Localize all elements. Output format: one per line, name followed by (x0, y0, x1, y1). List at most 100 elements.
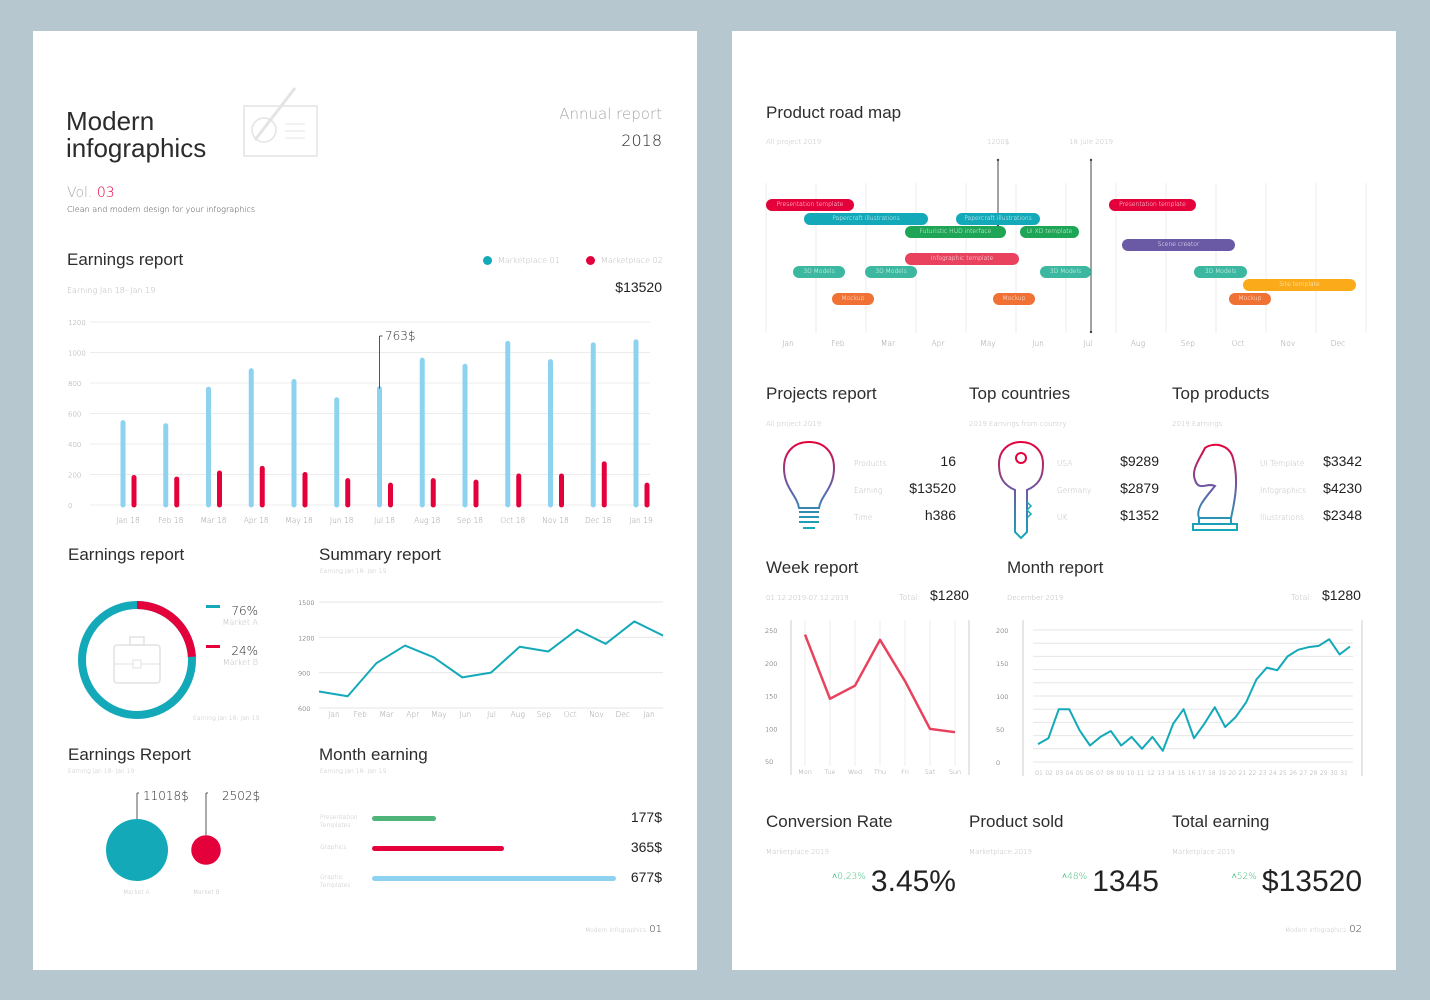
roadmap-bar[interactable]: 3D Models (793, 266, 845, 278)
roadmap-bar[interactable]: 3D Models (1040, 266, 1091, 278)
x-tick-label: 11 (1137, 770, 1145, 777)
x-tick-label: Jun (459, 710, 471, 719)
y-tick-label: 400 (68, 441, 81, 449)
x-tick-label: 04 (1066, 770, 1074, 777)
kpi-value-group: ˄48% 1345 (1062, 865, 1159, 899)
x-tick-label: Nov (589, 710, 604, 719)
page-1 (33, 31, 697, 970)
up-arrow-icon: ˄ (1231, 872, 1237, 882)
bar-value: 677$ (630, 869, 662, 885)
roadmap-marker-amount: 1200$ (987, 138, 1010, 146)
y-tick-label: 800 (68, 380, 81, 388)
roadmap-bar[interactable]: Mockup (1229, 293, 1271, 305)
x-tick-label: 12 (1147, 770, 1155, 777)
x-tick-label: 26 (1289, 770, 1297, 777)
marker-dot (1089, 158, 1093, 162)
earnings-total: $13520 (615, 279, 662, 295)
x-tick-label: Wed (848, 768, 862, 776)
market-a-legend: 76% Market A (206, 604, 258, 627)
x-tick-label: 05 (1076, 770, 1084, 777)
roadmap-bar[interactable]: Scene creator (1122, 239, 1235, 251)
roadmap-bar[interactable]: 3D Models (1194, 266, 1247, 278)
x-tick-label: Feb (354, 710, 368, 719)
month-label: Jun (1032, 339, 1044, 348)
roadmap-bar[interactable]: Site template (1243, 279, 1356, 291)
bar-annotation: 763$ (385, 329, 416, 343)
month-label: Aug (1131, 339, 1145, 348)
x-tick-label: 10 (1127, 770, 1135, 777)
month-label: Oct (1232, 339, 1245, 348)
x-tick-label: 02 (1045, 770, 1053, 777)
stat-value: $1352 (1120, 507, 1159, 523)
market-b-value: 2502$ (222, 789, 261, 803)
roadmap-bar[interactable]: Presentation template (1109, 199, 1196, 211)
roadmap-bar[interactable]: Presentation template (766, 199, 854, 211)
month-earning-title: Month earning (319, 745, 428, 764)
chess-knight-icon (1192, 443, 1238, 531)
summary-title: Summary report (319, 545, 441, 564)
donut-subtitle: Earning Jan 18- Jan 19 (193, 715, 260, 722)
y-tick-label: 50 (996, 726, 1004, 734)
kpi-change: ˄0,23% (831, 872, 866, 882)
x-tick-label: Apr 18 (244, 516, 269, 525)
roadmap-bar[interactable]: Mockup (832, 293, 874, 305)
y-tick-label: 600 (68, 411, 81, 419)
x-tick-label: Jul 18 (374, 516, 395, 525)
month-label: Mar (881, 339, 896, 348)
x-tick-label: 27 (1300, 770, 1308, 777)
kpi-value: $13520 (1261, 865, 1362, 898)
x-tick-label: Jan 18 (116, 516, 140, 525)
roadmap-bar[interactable]: 3D Models (865, 266, 917, 278)
stat-label: UI Template (1260, 459, 1305, 468)
products-title: Top products (1172, 384, 1270, 403)
x-tick-label: 09 (1117, 770, 1125, 777)
month-label: Dec (1331, 339, 1346, 348)
earnings-report-subtitle: Earning Jan 18- Jan 19 (67, 286, 156, 295)
stat-label: Illustrations (1260, 513, 1304, 522)
key-icon (997, 440, 1045, 540)
market-a-label: Market A (123, 889, 150, 896)
legend-swatch (206, 605, 220, 608)
roadmap-bar[interactable]: Mockup (993, 293, 1035, 305)
products-subtitle: 2019 Earnings (1172, 420, 1223, 428)
summary-subtitle: Earning Jan 18- Jan 19 (320, 568, 387, 575)
y-tick-label: 1200 (68, 319, 86, 327)
y-tick-label: 600 (298, 705, 310, 713)
y-tick-label: 150 (765, 693, 777, 701)
x-tick-label: 25 (1279, 770, 1287, 777)
x-tick-label: 23 (1259, 770, 1267, 777)
month-report-subtitle: December 2019 (1007, 594, 1064, 602)
roadmap-bar[interactable]: Infographic template (905, 253, 1019, 265)
roadmap-bar[interactable]: Futuristic HUD interface (905, 226, 1006, 238)
stat-label: Time (854, 513, 873, 522)
page-title: Modern infographics (66, 106, 207, 163)
roadmap-bar[interactable]: Papercraft illustrations (804, 213, 928, 225)
projects-title: Projects report (766, 384, 877, 403)
x-tick-label: 16 (1188, 770, 1196, 777)
y-tick-label: 1000 (68, 350, 86, 358)
x-tick-label: 20 (1228, 770, 1236, 777)
x-tick-label: Thu (874, 768, 886, 776)
bubble-title: Earnings Report (68, 745, 191, 764)
x-tick-label: Aug (511, 710, 525, 719)
marker-dot (1089, 330, 1093, 334)
roadmap-bar[interactable]: Ui XD template (1020, 226, 1079, 238)
x-tick-label: 03 (1056, 770, 1064, 777)
x-tick-label: 14 (1167, 770, 1175, 777)
volume: Vol. 03 (67, 185, 115, 201)
month-label: May (980, 339, 996, 348)
kpi-subtitle: Marketplace 2019 (766, 848, 829, 856)
kpi-value: 3.45% (870, 865, 956, 898)
x-tick-label: 19 (1218, 770, 1226, 777)
legend-swatch (206, 645, 220, 648)
stat-label: Infographics (1260, 486, 1307, 495)
roadmap-bar[interactable]: Papercraft illustrations (956, 213, 1040, 225)
x-tick-label: 24 (1269, 770, 1277, 777)
bubble-subtitle: Earning Jan 18- Jan 19 (68, 768, 135, 775)
stat-label: Earning (854, 486, 883, 495)
countries-subtitle: 2019 Earnings from country (969, 420, 1067, 428)
